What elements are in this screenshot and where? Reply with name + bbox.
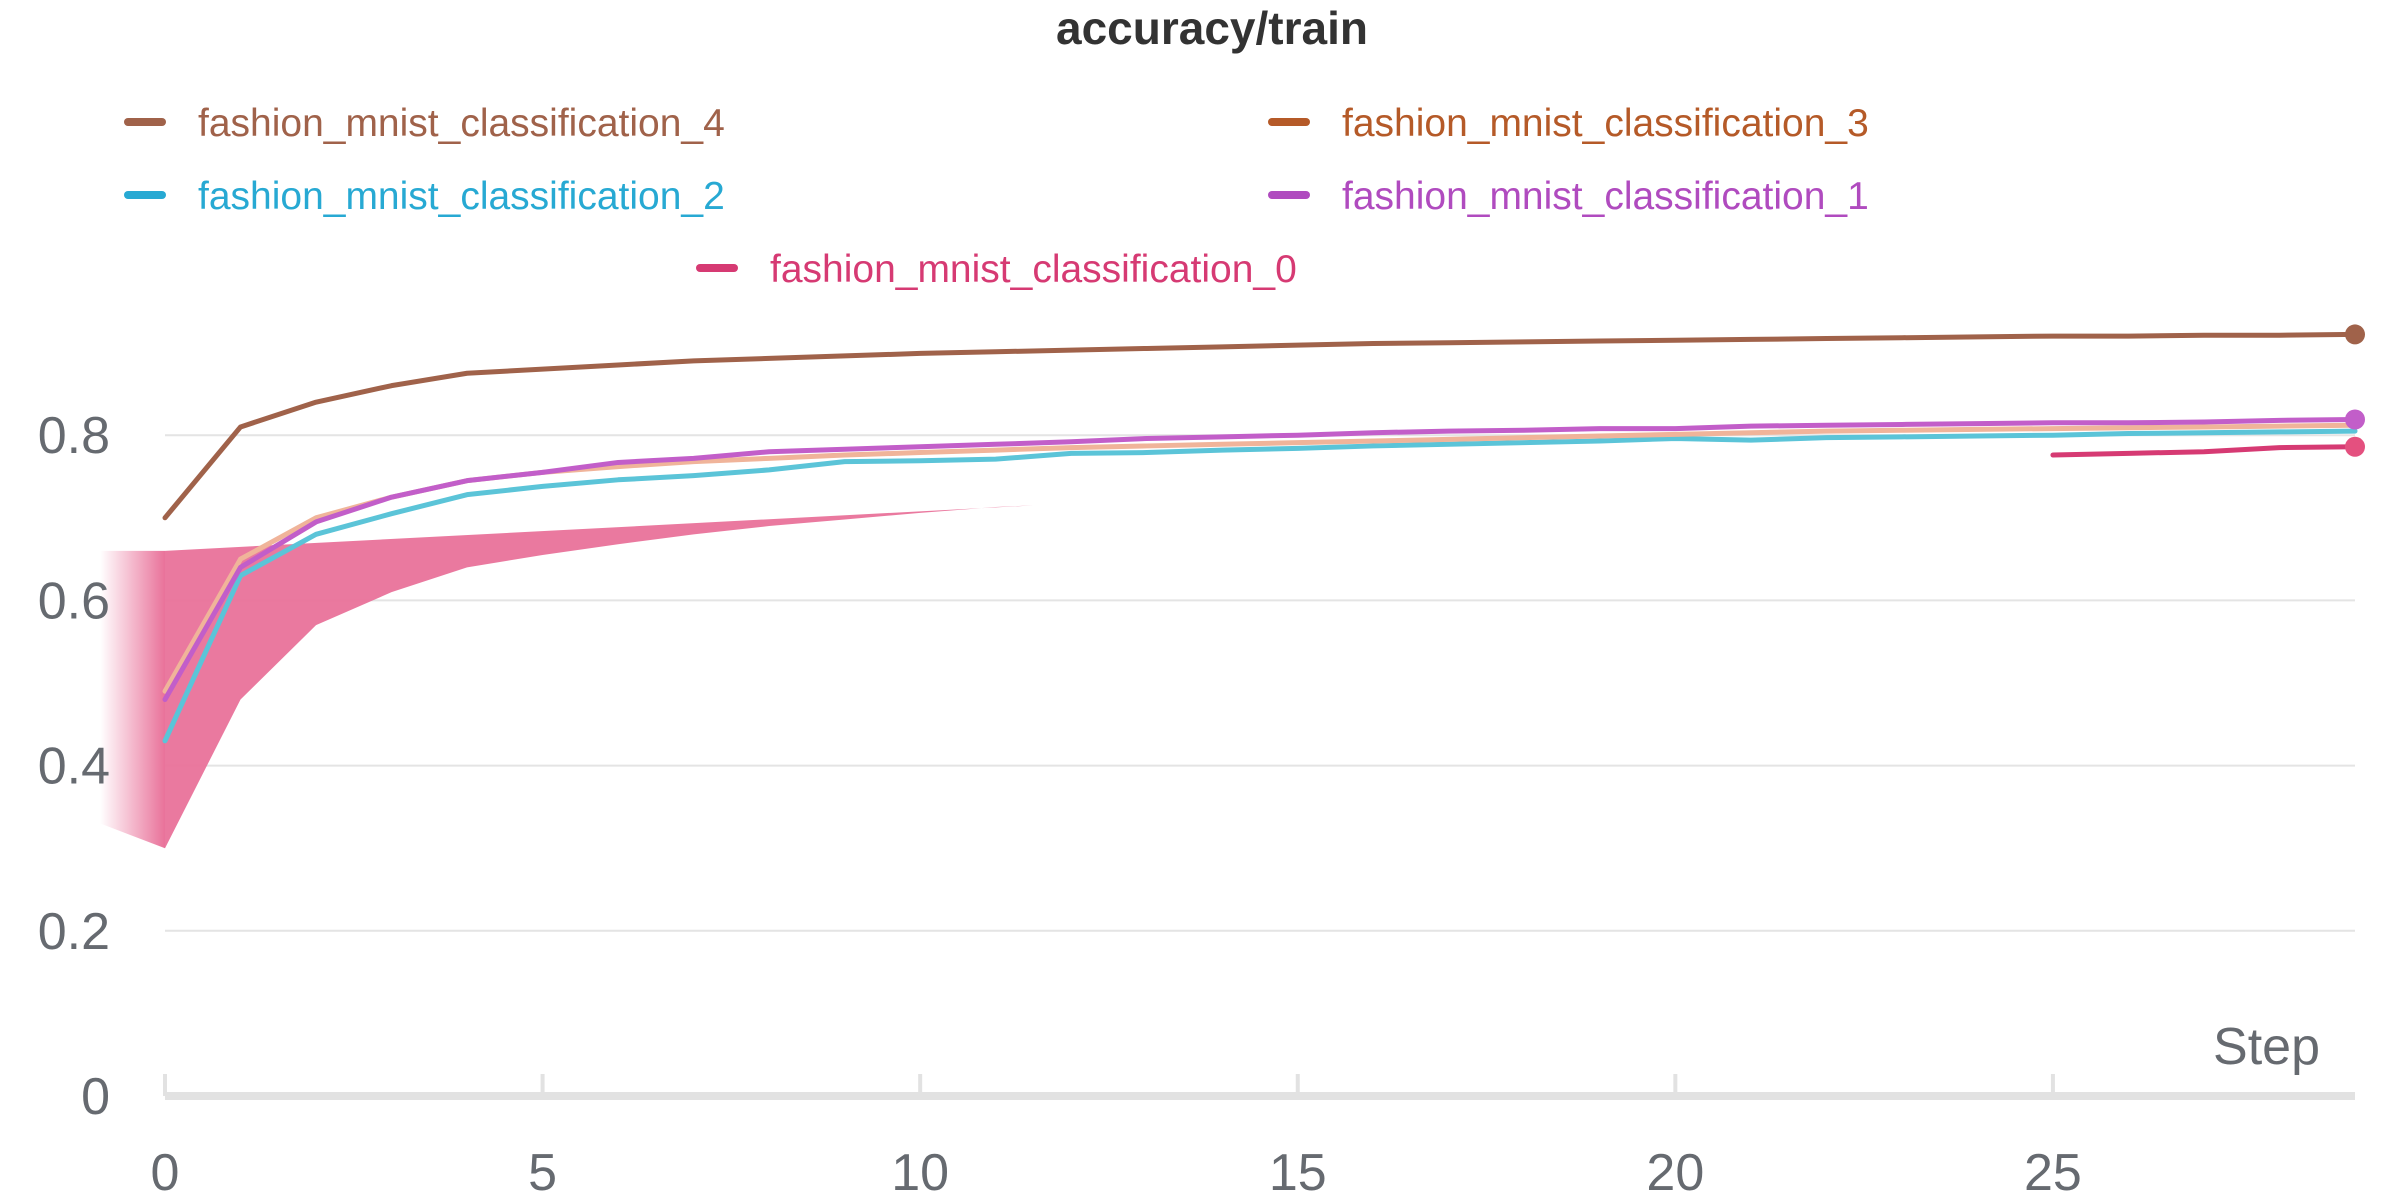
series-line [2050, 444, 2358, 458]
x-axis: 0 5 10 15 20 25 [151, 1074, 2355, 1200]
series-line [162, 428, 2358, 744]
end-marker [2345, 436, 2365, 457]
series-layer [162, 324, 2365, 744]
legend-entry: fashion_mnist_classification_3 [1342, 102, 1869, 145]
series-line [162, 417, 2358, 703]
grid [165, 434, 2355, 932]
x-tick-label: 10 [891, 1144, 949, 1200]
legend-entry: fashion_mnist_classification_1 [1342, 175, 1869, 218]
x-tick-label: 20 [1646, 1144, 1704, 1200]
y-axis: 0 0.2 0.4 0.6 0.8 [38, 407, 110, 1126]
x-tick-label: 15 [1269, 1144, 1327, 1200]
y-tick-label: 0.6 [38, 572, 110, 630]
x-axis-label: Step [2213, 1018, 2320, 1076]
confidence-band [100, 505, 1034, 849]
legend: fashion_mnist_classification_4 fashion_mn… [124, 102, 1869, 291]
y-tick-label: 0.4 [38, 738, 110, 796]
x-tick-label: 25 [2024, 1144, 2082, 1200]
legend-entry: fashion_mnist_classification_0 [770, 248, 1297, 291]
y-tick-label: 0 [81, 1068, 110, 1126]
chart-title: accuracy/train [1056, 2, 1368, 54]
end-marker [2345, 409, 2365, 430]
y-tick-label: 0.2 [38, 903, 110, 961]
series-line [162, 331, 2358, 521]
band-area [165, 505, 1034, 849]
band-fade [100, 550, 165, 849]
x-tick-label: 0 [151, 1144, 180, 1200]
end-marker [2345, 324, 2365, 345]
legend-entry: fashion_mnist_classification_4 [198, 102, 725, 145]
y-tick-label: 0.8 [38, 407, 110, 465]
x-tick-label: 5 [528, 1144, 557, 1200]
legend-entry: fashion_mnist_classification_2 [198, 175, 725, 218]
